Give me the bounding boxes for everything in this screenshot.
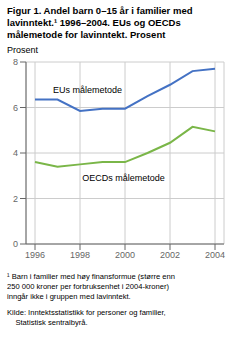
svg-text:0: 0 xyxy=(13,239,18,249)
html-text:Figur 1. Andel barn 0–15 år i: Figur 1. Andel barn 0–15 år i familier m… xyxy=(7,5,193,16)
svg-text:OECDs målemetode: OECDs målemetode xyxy=(82,173,165,183)
html-text:inngår ikke i gruppen med lavi: inngår ikke i gruppen med lavinntekt. xyxy=(7,292,131,301)
html-text:Statistisk sentralbyrå.: Statistisk sentralbyrå. xyxy=(7,318,88,327)
html-text:Prosent: Prosent xyxy=(7,45,38,55)
html-text:250 000 kroner per forbruksenh: 250 000 kroner per forbruksenhet i 2004-… xyxy=(7,282,170,291)
svg-text:2: 2 xyxy=(13,194,18,204)
svg-text:1996: 1996 xyxy=(25,250,45,260)
html-text:Kilde: Inntektsstatistikk for: Kilde: Inntektsstatistikk for personer o… xyxy=(7,308,166,317)
svg-text:1998: 1998 xyxy=(70,250,90,260)
svg-text:6: 6 xyxy=(13,103,18,113)
html-text:¹ Barn i familier med høy fina: ¹ Barn i familier med høy finansformue (… xyxy=(7,272,175,281)
svg-text:2002: 2002 xyxy=(160,250,180,260)
svg-text:EUs målemetode: EUs målemetode xyxy=(53,85,122,95)
html-text:lavinntekt.¹ 1996–2004. EUs og: lavinntekt.¹ 1996–2004. EUs og OECDs xyxy=(7,17,181,28)
svg-text:2000: 2000 xyxy=(115,250,135,260)
svg-text:2004: 2004 xyxy=(205,250,225,260)
svg-text:8: 8 xyxy=(13,57,18,67)
html-text:målemetode for lavinntekt. Pro: målemetode for lavinntekt. Prosent xyxy=(7,29,166,40)
svg-text:4: 4 xyxy=(13,148,18,158)
